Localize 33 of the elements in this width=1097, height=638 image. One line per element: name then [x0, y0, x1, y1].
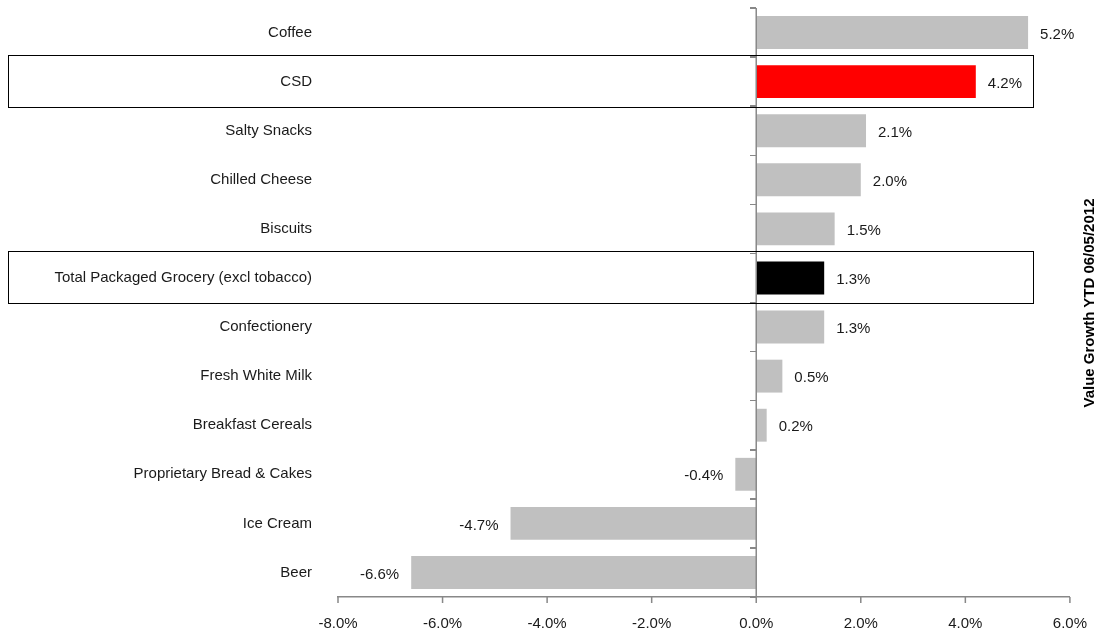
- data-label: 4.2%: [987, 73, 1023, 91]
- data-label: 5.2%: [1040, 24, 1075, 42]
- y-tick-label: Total Packaged Grocery (excl tobacco): [54, 268, 312, 286]
- y2-axis-title: Value Growth YTD 06/05/2012: [1080, 198, 1097, 407]
- y-tick-label: Chilled Cheese: [210, 169, 312, 187]
- data-label: 0.2%: [778, 417, 813, 435]
- y-tick-label: Beer: [280, 562, 312, 580]
- y-tick-label: CSD: [280, 71, 313, 89]
- data-label: 2.1%: [878, 122, 913, 140]
- x-tick-label: -4.0%: [527, 614, 567, 632]
- y-tick-label: Coffee: [268, 22, 312, 40]
- y-tick-label: Biscuits: [260, 219, 312, 237]
- x-tick-label: -6.0%: [422, 614, 463, 632]
- data-label: -0.4%: [684, 466, 724, 484]
- y-tick-label: Ice Cream: [242, 513, 312, 531]
- y-tick-label: Fresh White Milk: [200, 366, 313, 384]
- x-tick-label: -2.0%: [632, 614, 672, 632]
- data-label: -6.6%: [360, 564, 400, 582]
- data-label: 2.0%: [872, 171, 907, 189]
- y-tick-label: Breakfast Cereals: [192, 415, 312, 433]
- x-tick-label: 0.0%: [739, 614, 774, 632]
- y-tick-label: Confectionery: [219, 317, 313, 335]
- data-label: 1.3%: [836, 270, 871, 288]
- data-label: 1.5%: [846, 221, 881, 239]
- x-tick-label: 4.0%: [948, 614, 983, 632]
- y-tick-label: Proprietary Bread & Cakes: [133, 464, 312, 482]
- data-label: 1.3%: [836, 319, 871, 337]
- data-label: -4.7%: [459, 515, 499, 533]
- x-tick-label: -8.0%: [318, 614, 358, 632]
- x-tick-label: 2.0%: [843, 614, 878, 632]
- y-tick-label: Salty Snacks: [225, 120, 312, 138]
- data-label: 0.5%: [794, 368, 829, 386]
- x-tick-label: 6.0%: [1052, 614, 1088, 632]
